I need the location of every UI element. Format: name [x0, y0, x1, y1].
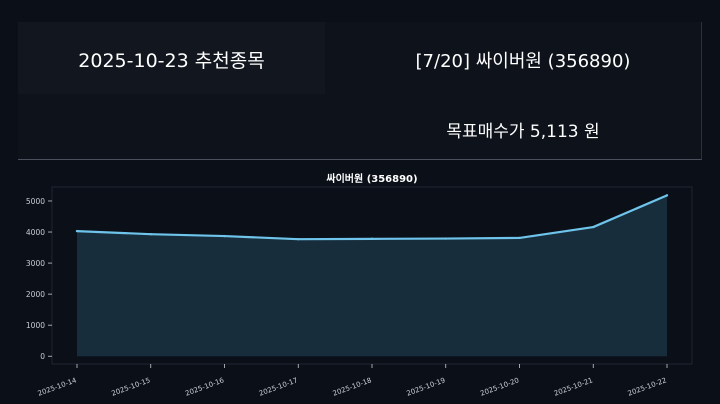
x-tick-label: 2025-10-21 — [553, 376, 594, 397]
data-point — [444, 237, 447, 240]
x-tick-label: 2025-10-15 — [110, 376, 151, 397]
x-tick-label: 2025-10-22 — [627, 376, 668, 397]
y-tick-label: 0 — [40, 352, 45, 361]
y-tick-label: 4000 — [26, 228, 45, 237]
x-tick-label: 2025-10-19 — [405, 376, 446, 397]
recommendation-date-title: 2025-10-23 추천종목 — [78, 50, 265, 72]
date-cell: 2025-10-23 추천종목 — [18, 22, 325, 94]
x-tick-label: 2025-10-17 — [258, 376, 299, 397]
data-point — [149, 233, 152, 236]
data-point — [592, 225, 595, 229]
y-tick-label: 3000 — [26, 259, 45, 268]
data-point — [223, 234, 226, 238]
header-panel: 2025-10-23 추천종목 [7/20] 싸이버원 (356890) 목표매… — [18, 22, 702, 160]
data-point — [665, 194, 669, 197]
data-point — [370, 237, 374, 241]
data-point — [297, 237, 300, 241]
y-tick-label: 5000 — [26, 197, 45, 206]
x-tick-label: 2025-10-20 — [479, 376, 520, 397]
stock-title: [7/20] 싸이버원 (356890) — [415, 51, 631, 72]
x-tick-label: 2025-10-16 — [184, 376, 225, 398]
series-area — [77, 195, 667, 357]
y-tick-label: 2000 — [26, 290, 45, 299]
target-buy-price: 목표매수가 5,113 원 — [446, 122, 600, 142]
x-tick-label: 2025-10-14 — [37, 376, 78, 398]
data-point — [518, 236, 521, 240]
chart-title: 싸이버원 (356890) — [326, 172, 417, 185]
price-chart: 싸이버원 (356890) 0 1000 2000 3000 4000 5000 2025-1… — [0, 168, 720, 404]
data-point — [75, 229, 79, 233]
x-tick-label: 2025-10-18 — [332, 376, 373, 397]
y-tick-label: 1000 — [26, 321, 45, 330]
chart-svg: 싸이버원 (356890) 0 1000 2000 3000 4000 5000 2025-1… — [26, 172, 693, 398]
